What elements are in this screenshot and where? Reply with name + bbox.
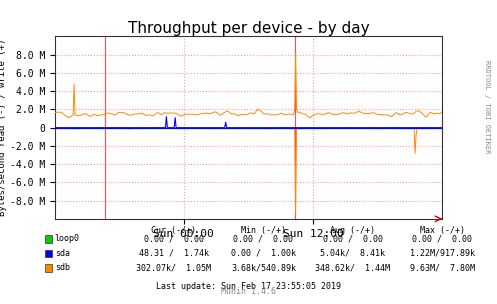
Text: 348.62k/  1.44M: 348.62k/ 1.44M [316,263,390,272]
Text: loop0: loop0 [55,234,80,243]
Text: 0.00 /  0.00: 0.00 / 0.00 [413,234,472,243]
Text: 1.22M/917.89k: 1.22M/917.89k [410,249,475,258]
Text: 9.63M/  7.80M: 9.63M/ 7.80M [410,263,475,272]
Text: 302.07k/  1.05M: 302.07k/ 1.05M [137,263,211,272]
Text: 3.68k/540.89k: 3.68k/540.89k [231,263,296,272]
Text: 0.00 /  1.00k: 0.00 / 1.00k [231,249,296,258]
Text: Max (-/+): Max (-/+) [420,226,465,236]
Text: Last update: Sun Feb 17 23:55:05 2019: Last update: Sun Feb 17 23:55:05 2019 [156,282,341,291]
Text: sdb: sdb [55,263,70,272]
Text: 5.04k/  8.41k: 5.04k/ 8.41k [321,249,385,258]
Text: 0.00 /  0.00: 0.00 / 0.00 [144,234,204,243]
Text: Throughput per device - by day: Throughput per device - by day [128,21,369,36]
Y-axis label: Bytes/second read (-) / write (+): Bytes/second read (-) / write (+) [0,39,7,216]
Text: RRDTOOL / TOBI OETIKER: RRDTOOL / TOBI OETIKER [484,60,490,153]
Text: Avg (-/+): Avg (-/+) [331,226,375,236]
Text: Cur (-/+): Cur (-/+) [152,226,196,236]
Text: Munin 1.4.6: Munin 1.4.6 [221,287,276,296]
Text: 48.31 /  1.74k: 48.31 / 1.74k [139,249,209,258]
Text: 0.00 /  0.00: 0.00 / 0.00 [323,234,383,243]
Text: 0.00 /  0.00: 0.00 / 0.00 [234,234,293,243]
Text: Min (-/+): Min (-/+) [241,226,286,236]
Text: sda: sda [55,249,70,258]
